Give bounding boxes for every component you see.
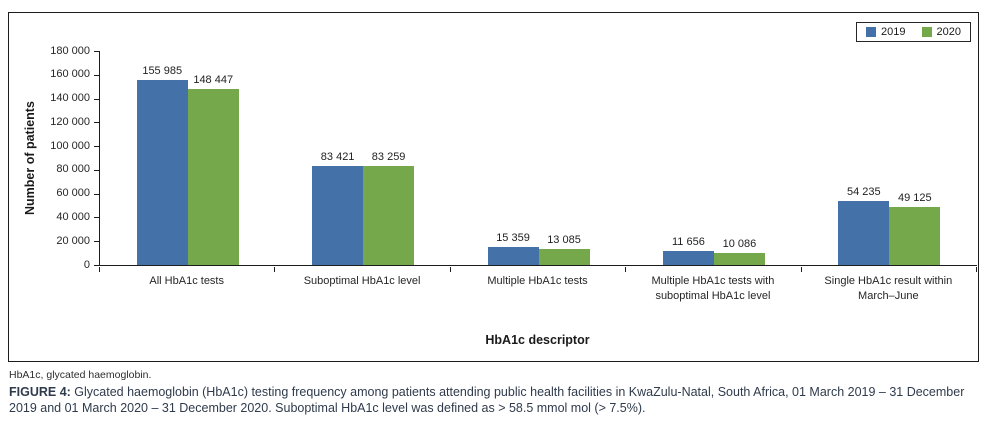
bar-2019: 15 359 <box>487 232 539 265</box>
legend-label: 2019 <box>881 26 906 38</box>
y-tick-mark <box>94 51 99 52</box>
y-tick-label: 140 000 <box>50 92 90 105</box>
category-column: 11 656 10 086 <box>626 51 801 265</box>
y-tick-label: 60 000 <box>56 187 90 200</box>
bar-value-label: 13 085 <box>547 234 581 247</box>
y-tick-mark <box>94 98 99 100</box>
bar-value-label: 54 235 <box>847 185 881 198</box>
bar-2020: 148 447 <box>187 74 239 265</box>
y-tick-mark <box>94 169 99 171</box>
x-tick-mark <box>976 266 977 272</box>
bar-value-label: 11 656 <box>672 236 705 249</box>
x-tick-mark <box>625 266 627 272</box>
y-tick-label: 0 <box>83 258 90 271</box>
legend-item-2019: 2019 <box>866 26 906 38</box>
y-tick-mark <box>94 217 99 219</box>
bar-2020: 49 125 <box>889 192 941 265</box>
category-column: 54 235 49 125 <box>802 51 977 265</box>
category-column: 15 359 13 085 <box>451 51 626 265</box>
legend-item-2020: 2020 <box>921 26 961 38</box>
y-tick-label: 20 000 <box>56 234 90 247</box>
bar-2019: 155 985 <box>136 65 188 265</box>
y-tick-mark <box>94 265 99 266</box>
category-column: 83 421 83 259 <box>275 51 450 265</box>
bar-value-label: 155 985 <box>142 64 183 77</box>
y-tick-mark <box>94 74 99 76</box>
y-tick-label: 120 000 <box>50 115 90 128</box>
bar-group: 11 656 10 086 <box>662 236 765 265</box>
bar-value-label: 83 421 <box>320 150 355 163</box>
y-tick-mark <box>94 146 99 148</box>
figure-caption-text: Glycated haemoglobin (HbA1c) testing fre… <box>9 385 965 416</box>
y-tick-label: 80 000 <box>56 163 90 176</box>
y-tick-label: 40 000 <box>56 210 90 223</box>
bar-2020: 10 086 <box>713 238 765 265</box>
bar-value-label: 83 259 <box>371 151 406 163</box>
y-tick-mark <box>94 193 99 195</box>
bar-value-label: 148 447 <box>193 73 234 86</box>
y-axis-title: Number of patients <box>23 101 37 215</box>
bar-group: 83 421 83 259 <box>312 151 415 265</box>
bar-value-label: 49 125 <box>898 191 932 204</box>
y-tick-label: 180 000 <box>50 44 90 57</box>
bar-2019: 11 656 <box>662 236 714 265</box>
y-tick-mark <box>94 241 99 243</box>
bar-group: 155 985 148 447 <box>136 65 239 265</box>
plot-area: 155 985 148 447 83 421 83 259 15 359 13 085 11… <box>99 51 977 266</box>
bar-2020: 83 259 <box>363 151 415 265</box>
figure-footnote: HbA1c, glycated haemoglobin. <box>9 369 152 381</box>
x-tick-mark <box>449 266 451 272</box>
y-tick-label: 160 000 <box>50 68 90 81</box>
category-column: 155 985 148 447 <box>100 51 275 265</box>
x-category-label: Single HbA1c result within March–June <box>824 275 953 302</box>
x-category-label: Multiple HbA1c tests with suboptimal HbA… <box>651 275 775 302</box>
x-category-label: All HbA1c tests <box>149 275 224 287</box>
chart-legend: 2019 2020 <box>856 22 971 42</box>
x-tick-mark <box>274 266 276 272</box>
legend-swatch-2020 <box>921 27 932 37</box>
bar-2020: 13 085 <box>538 234 590 265</box>
x-axis-title: HbA1c descriptor <box>485 333 590 347</box>
legend-label: 2020 <box>936 26 961 38</box>
x-tick-mark <box>99 266 100 272</box>
x-axis-labels: All HbA1c tests Suboptimal HbA1c level Mul… <box>99 274 976 304</box>
figure-caption-label: FIGURE 4: <box>9 385 71 399</box>
x-tick-mark <box>800 266 802 272</box>
chart-frame: 2019 2020 Number of patients 155 985 148 4… <box>8 12 979 362</box>
bar-2019: 54 235 <box>838 186 890 265</box>
figure-caption: FIGURE 4: Glycated haemoglobin (HbA1c) t… <box>9 384 989 417</box>
x-category-label: Suboptimal HbA1c level <box>303 275 421 287</box>
bar-value-label: 10 086 <box>722 238 757 250</box>
bar-value-label: 15 359 <box>496 231 530 244</box>
x-category-label: Multiple HbA1c tests <box>487 275 588 287</box>
y-tick-mark <box>94 122 99 124</box>
legend-swatch-2019 <box>866 27 877 37</box>
bar-group: 15 359 13 085 <box>487 232 590 265</box>
bar-group: 54 235 49 125 <box>838 186 941 265</box>
bar-2019: 83 421 <box>312 151 364 265</box>
y-tick-label: 100 000 <box>50 139 90 152</box>
